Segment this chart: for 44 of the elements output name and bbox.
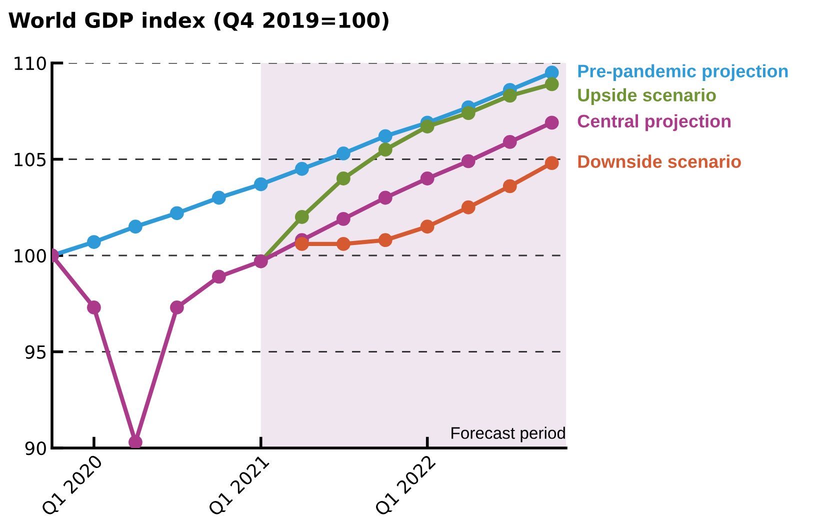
point	[544, 156, 559, 170]
series-label: Upside scenario	[578, 88, 716, 106]
series-label: Central projection	[578, 114, 730, 132]
point	[294, 237, 309, 251]
point	[212, 190, 226, 205]
point	[544, 77, 559, 92]
y-tick-label: 90	[25, 441, 46, 456]
point	[254, 177, 268, 192]
point	[461, 106, 476, 120]
point	[336, 237, 350, 251]
point	[336, 146, 350, 160]
point	[128, 220, 142, 234]
y-tick-label: 105	[14, 152, 46, 166]
point	[212, 270, 226, 284]
y-tick-label: 95	[25, 345, 46, 359]
point	[378, 129, 392, 144]
point	[336, 212, 350, 226]
point	[420, 220, 434, 234]
point	[336, 172, 350, 186]
point	[502, 88, 517, 103]
point	[378, 190, 392, 205]
point	[87, 300, 101, 314]
y-tick-label: 100	[14, 248, 46, 263]
band-label: Forecast period	[452, 426, 565, 442]
y-tick-label: 110	[14, 56, 46, 70]
point	[378, 142, 392, 157]
chart-title: World GDP index (Q4 2019=100)	[8, 12, 388, 31]
point	[544, 116, 559, 130]
point	[461, 200, 476, 214]
series-label: Downside scenario	[578, 154, 741, 168]
point	[170, 300, 184, 314]
point	[170, 206, 184, 220]
point	[87, 235, 101, 249]
series-label: Pre-pandemic projection	[578, 64, 788, 82]
point	[420, 172, 434, 186]
point	[461, 154, 476, 168]
point	[544, 66, 559, 80]
point	[294, 210, 309, 224]
point	[502, 179, 517, 194]
point	[502, 134, 517, 149]
point	[378, 233, 392, 248]
point	[294, 162, 309, 176]
point	[420, 120, 434, 134]
point	[128, 435, 142, 448]
